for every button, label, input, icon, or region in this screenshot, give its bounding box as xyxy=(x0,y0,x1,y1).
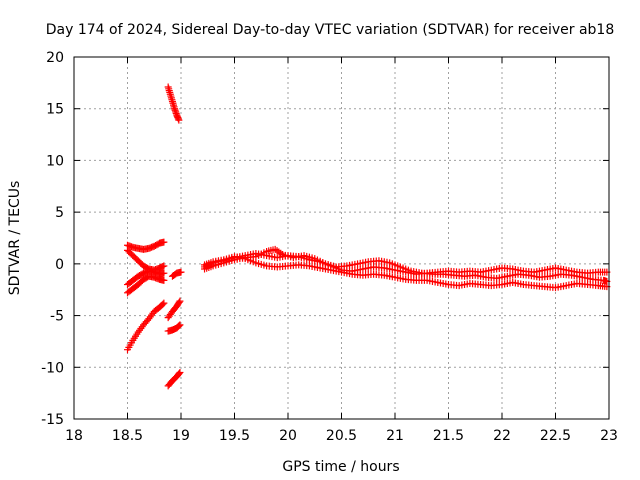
data-point xyxy=(159,300,167,308)
y-tick-label: 5 xyxy=(55,205,64,221)
plot-frame xyxy=(73,56,610,420)
data-point xyxy=(176,297,184,305)
x-tick-label: 18.5 xyxy=(112,428,143,444)
data-points xyxy=(124,83,611,390)
y-axis-label: SDTVAR / TECUs xyxy=(7,181,23,296)
series-arc-upper-5 xyxy=(168,268,185,280)
x-tick-label: 19.5 xyxy=(219,428,250,444)
y-tick-label: 0 xyxy=(55,257,64,273)
series-arc-upper-1 xyxy=(124,238,168,253)
x-tick-label: 20 xyxy=(279,428,297,444)
x-tick-label: 23 xyxy=(600,428,618,444)
series-arc-low-1 xyxy=(164,368,184,390)
data-point xyxy=(160,276,168,284)
grid xyxy=(74,57,609,419)
y-tick-label: 10 xyxy=(46,153,64,169)
data-point xyxy=(160,269,168,277)
data-point xyxy=(175,322,183,330)
data-point xyxy=(176,321,184,329)
series-band-c xyxy=(201,253,611,292)
y-tick-label: 20 xyxy=(46,50,64,66)
data-point xyxy=(176,368,184,376)
x-tick-label: 22 xyxy=(493,428,511,444)
axis-ticks: 18 18.5 19 19.5 20 20.5 21 21.5 22 22.5 23 -15 -10 -5… xyxy=(41,50,618,444)
series-arc-mid-3 xyxy=(164,321,184,335)
x-tick-label: 22.5 xyxy=(540,428,571,444)
data-point xyxy=(174,322,182,330)
x-tick-label: 21.5 xyxy=(433,428,464,444)
y-tick-label: -10 xyxy=(41,360,64,376)
y-tick-label: 15 xyxy=(46,102,64,118)
y-tick-label: -5 xyxy=(50,309,64,325)
x-tick-label: 20.5 xyxy=(326,428,357,444)
data-point xyxy=(160,299,168,307)
x-tick-label: 19 xyxy=(172,428,190,444)
data-point xyxy=(175,298,183,306)
series-arc-upper-4 xyxy=(124,272,168,297)
series-arc-high-1 xyxy=(164,83,183,124)
x-tick-label: 21 xyxy=(386,428,404,444)
data-point xyxy=(177,268,185,276)
series-arc-mid-1 xyxy=(124,299,168,354)
x-axis-label: GPS time / hours xyxy=(282,459,399,475)
chart-title: Day 174 of 2024, Sidereal Day-to-day VTE… xyxy=(46,22,615,38)
data-point xyxy=(175,369,183,377)
data-point xyxy=(175,116,183,124)
y-tick-label: -15 xyxy=(41,412,64,428)
x-tick-label: 18 xyxy=(65,428,83,444)
series-band-b xyxy=(201,245,611,285)
data-point xyxy=(160,238,168,246)
data-point xyxy=(160,262,168,270)
series-arc-mid-2 xyxy=(164,297,184,322)
